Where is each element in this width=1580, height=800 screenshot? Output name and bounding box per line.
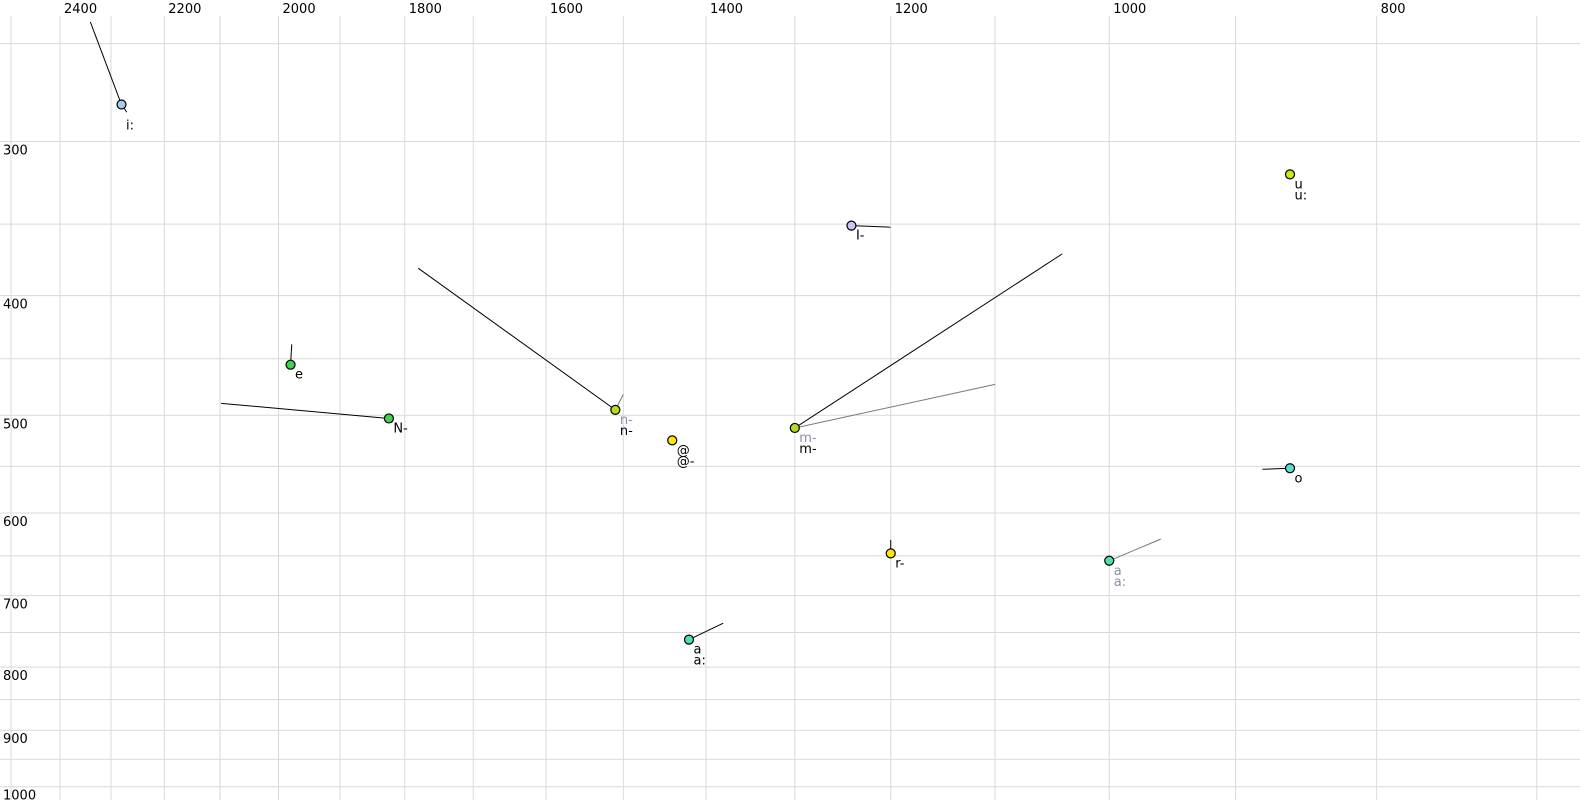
point-label-a-a-long-black: a: bbox=[693, 654, 705, 669]
trajectory-line-n-retracted bbox=[417, 267, 616, 411]
point-label-u-u-long: u: bbox=[1295, 188, 1308, 203]
point-label-e: e bbox=[295, 368, 303, 383]
x-axis-tick-label: 1400 bbox=[710, 2, 743, 17]
y-axis-tick-label: 1000 bbox=[3, 789, 36, 800]
point-label-o: o bbox=[1295, 471, 1303, 486]
x-axis-tick-label: 2000 bbox=[283, 2, 316, 17]
x-axis-tick-label: 2200 bbox=[168, 2, 201, 17]
y-axis-tick-label: 400 bbox=[3, 298, 28, 313]
data-point-e[interactable] bbox=[285, 359, 296, 370]
point-label-u-u-long: u bbox=[1295, 177, 1303, 192]
trajectory-line-m-retracted bbox=[794, 253, 1063, 429]
point-label-m-retracted: m- bbox=[799, 431, 817, 446]
data-point-o[interactable] bbox=[1284, 463, 1296, 474]
data-point-i-long[interactable] bbox=[116, 99, 127, 110]
trajectory-line-N-retracted bbox=[221, 402, 389, 419]
x-axis-tick-label: 1600 bbox=[550, 2, 583, 17]
x-axis-tick-label: 1000 bbox=[1113, 2, 1146, 17]
point-label-a-a-long-gray: a: bbox=[1114, 575, 1126, 590]
x-axis-tick-label: 1800 bbox=[409, 2, 442, 17]
data-point-n-retracted[interactable] bbox=[610, 404, 621, 415]
point-label-I-retracted: I- bbox=[856, 229, 865, 244]
trajectory-line-I-retracted bbox=[851, 225, 891, 228]
x-axis-tick-label: 2400 bbox=[64, 2, 97, 17]
data-point-N-retracted[interactable] bbox=[383, 413, 395, 424]
data-point-I-retracted[interactable] bbox=[846, 220, 857, 231]
trajectory-line-a-a-long-black bbox=[688, 622, 724, 641]
point-label-schwa-schwa-retracted: @- bbox=[677, 454, 695, 469]
point-label-m-retracted: m- bbox=[799, 442, 817, 457]
data-point-r-retracted[interactable] bbox=[885, 548, 896, 559]
data-point-u-u-long[interactable] bbox=[1284, 169, 1296, 180]
y-axis-tick-label: 700 bbox=[3, 598, 28, 613]
point-label-n-retracted: n- bbox=[620, 424, 633, 439]
x-axis-tick-label: 800 bbox=[1381, 2, 1406, 17]
point-label-schwa-schwa-retracted: @ bbox=[677, 443, 690, 458]
point-label-a-a-long-gray: a bbox=[1114, 564, 1122, 579]
point-label-a-a-long-black: a bbox=[693, 643, 701, 658]
point-label-i-long: i: bbox=[126, 119, 134, 134]
y-axis-tick-label: 500 bbox=[3, 417, 28, 432]
y-axis-tick-label: 900 bbox=[3, 732, 28, 747]
trajectory-line-m-retracted bbox=[794, 383, 996, 429]
point-label-n-retracted: n- bbox=[620, 413, 633, 428]
data-point-m-retracted[interactable] bbox=[789, 422, 800, 434]
y-axis-tick-label: 800 bbox=[3, 669, 28, 684]
data-point-schwa-schwa-retracted[interactable] bbox=[667, 435, 678, 446]
point-label-N-retracted: N- bbox=[393, 421, 408, 436]
point-label-r-retracted: r- bbox=[895, 556, 905, 571]
trajectory-line-i-long bbox=[89, 21, 122, 105]
y-axis-tick-label: 300 bbox=[3, 144, 28, 159]
data-point-a-a-long-gray[interactable] bbox=[1104, 555, 1115, 566]
y-axis-tick-label: 600 bbox=[3, 515, 28, 530]
x-axis-tick-label: 1200 bbox=[895, 2, 928, 17]
trajectory-line-a-a-long-gray bbox=[1109, 538, 1161, 562]
data-point-a-a-long-black[interactable] bbox=[683, 634, 695, 645]
